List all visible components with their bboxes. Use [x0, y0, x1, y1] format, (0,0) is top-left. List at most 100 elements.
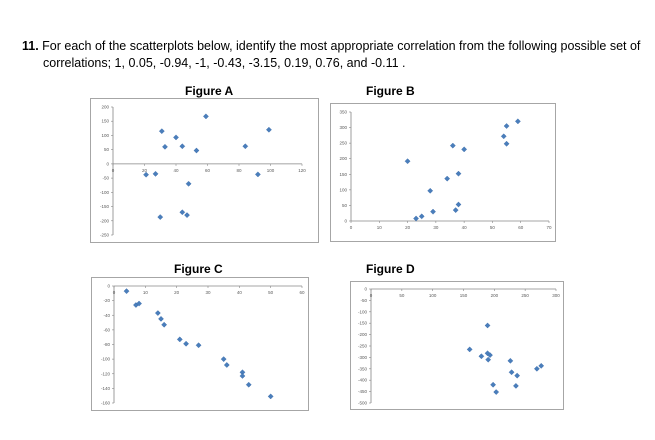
data-point [490, 381, 496, 388]
data-point [515, 118, 521, 125]
y-tick-label: -40 [103, 313, 110, 318]
x-tick-label: 0 [113, 290, 116, 295]
question-text: 11. For each of the scatterplots below, … [22, 38, 647, 72]
data-point [427, 187, 434, 194]
data-point [173, 134, 179, 141]
y-tick-label: -50 [360, 298, 367, 303]
data-point [162, 143, 168, 150]
data-point [484, 322, 491, 329]
data-point [136, 300, 142, 307]
data-point [503, 123, 510, 129]
data-point [179, 143, 186, 150]
x-tick-label: 50 [490, 225, 496, 230]
scatter-plot: 0-50-100-150-200-250-300-350-400-450-500… [358, 287, 560, 406]
data-point [255, 171, 261, 178]
figure-c-title: Figure C [174, 262, 223, 276]
x-tick-label: 0 [112, 168, 115, 173]
data-point [485, 356, 492, 363]
y-tick-label: -200 [100, 218, 110, 223]
x-tick-label: 20 [142, 168, 148, 173]
data-point [452, 207, 459, 213]
data-point [143, 171, 149, 178]
data-point [507, 357, 514, 364]
x-tick-label: 30 [433, 225, 439, 230]
data-point [461, 146, 468, 153]
data-point [534, 365, 540, 372]
x-tick-label: 0 [350, 225, 353, 230]
data-point [493, 389, 500, 395]
question-number: 11. [22, 39, 39, 53]
y-tick-label: 0 [106, 161, 109, 166]
data-point [538, 362, 545, 369]
data-point [266, 126, 272, 133]
data-point [455, 201, 462, 208]
x-tick-label: 20 [405, 225, 411, 230]
figure-b-chart: 350 300 250 200 150 100 50 0 0 10 20 30 40 50 60 70 [330, 103, 556, 242]
data-point [245, 381, 252, 388]
x-tick-label: 60 [299, 290, 305, 295]
scatter-plot: 350 300 250 200 150 100 50 00 10 20 30 40 50 60 70 [339, 110, 552, 231]
y-tick-label: 0 [364, 287, 367, 292]
y-tick-label: -400 [358, 378, 368, 383]
x-tick-label: 80 [236, 168, 242, 173]
data-point [161, 321, 168, 328]
data-point [154, 310, 161, 316]
x-tick-label: 10 [143, 290, 149, 295]
x-tick-label: 100 [267, 168, 275, 173]
y-tick-label: -450 [358, 389, 368, 394]
y-tick-label: -150 [100, 204, 110, 209]
y-tick-label: 150 [101, 119, 109, 124]
data-point [193, 147, 200, 154]
y-tick-label: 250 [339, 141, 347, 146]
data-point [176, 336, 183, 343]
y-tick-label: 150 [339, 172, 347, 177]
y-tick-label: -500 [358, 401, 368, 406]
y-tick-label: -60 [103, 327, 110, 332]
x-tick-label: 120 [298, 168, 306, 173]
data-point [123, 288, 130, 295]
data-point [514, 372, 521, 379]
x-tick-label: 0 [370, 293, 373, 298]
data-point [158, 128, 165, 135]
data-point [413, 215, 419, 222]
figure-b-title: Figure B [366, 84, 415, 98]
question-line-1: For each of the scatterplots below, iden… [42, 39, 641, 53]
x-tick-label: 70 [546, 225, 552, 230]
data-point [157, 214, 164, 220]
figure-c-chart: 0 -20 -40 -60 -80 -100 -120 -140 -160 0 10 20 30 40 50… [91, 277, 309, 411]
data-point [418, 213, 425, 220]
x-tick-label: 150 [460, 293, 468, 298]
data-point [500, 133, 507, 140]
y-tick-label: -160 [101, 401, 111, 406]
data-point [444, 175, 451, 182]
figure-a-chart: 200 150 100 50 0 -50 -100 -150 -200 -250 0 20 40 60 80… [90, 98, 319, 243]
data-point [158, 316, 164, 322]
data-point [455, 170, 462, 177]
data-point [508, 369, 515, 376]
x-tick-label: 10 [377, 225, 383, 230]
data-point [267, 393, 274, 400]
y-tick-label: 50 [342, 203, 348, 208]
y-tick-label: -250 [100, 233, 110, 238]
x-tick-label: 40 [173, 168, 179, 173]
y-tick-label: -80 [103, 342, 110, 347]
y-tick-label: -350 [358, 366, 368, 371]
data-point [152, 170, 159, 177]
y-tick-label: -250 [358, 344, 368, 349]
data-point [223, 362, 230, 368]
y-tick-label: 50 [104, 147, 110, 152]
x-tick-label: 60 [205, 168, 211, 173]
y-tick-label: -150 [358, 321, 368, 326]
y-tick-label: 0 [107, 284, 110, 289]
x-tick-label: 20 [174, 290, 180, 295]
y-tick-label: 200 [101, 105, 109, 110]
x-tick-label: 100 [429, 293, 437, 298]
data-point [203, 113, 209, 120]
x-tick-label: 60 [518, 225, 524, 230]
data-point [239, 373, 246, 379]
y-tick-label: 300 [339, 125, 347, 130]
y-tick-label: -100 [358, 309, 368, 314]
x-tick-label: 40 [462, 225, 468, 230]
